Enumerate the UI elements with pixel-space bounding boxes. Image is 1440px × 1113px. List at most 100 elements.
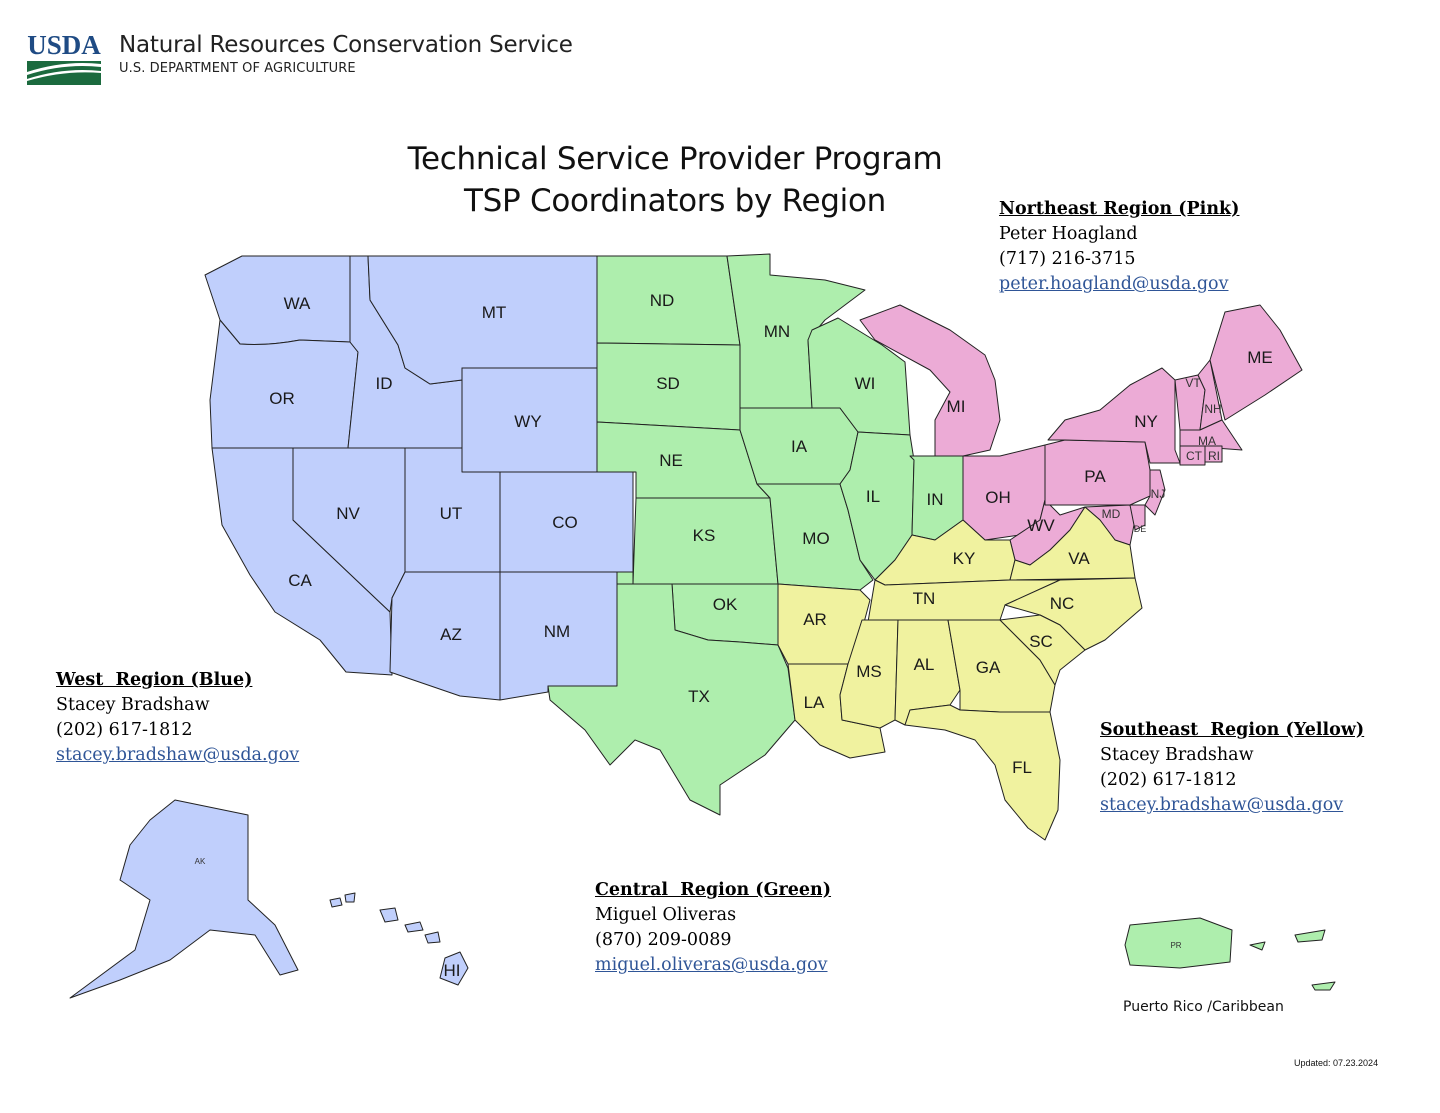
map-title: Technical Service Provider Program TSP C… [380, 138, 970, 222]
label-nv: NV [336, 504, 360, 523]
state-mn[interactable] [726, 253, 866, 409]
label-id: ID [376, 374, 393, 393]
central-region [547, 253, 1336, 991]
label-nm: NM [544, 622, 570, 641]
southeast-email-link[interactable]: stacey.bradshaw@usda.gov [1100, 795, 1344, 815]
label-ks: KS [693, 526, 716, 545]
west-contact-name: Stacey Bradshaw [56, 695, 210, 715]
header: USDA Natural Resources Conservation Serv… [26, 30, 573, 86]
label-wv: WV [1027, 516, 1055, 535]
label-az: AZ [440, 625, 462, 644]
updated-date: Updated: 07.23.2024 [1294, 1058, 1379, 1068]
southeast-phone: (202) 617-1812 [1100, 770, 1237, 790]
label-vt: VT [1185, 376, 1201, 390]
central-contact-name: Miguel Oliveras [595, 905, 737, 925]
label-ny: NY [1134, 412, 1158, 431]
label-ar: AR [803, 610, 827, 629]
northeast-contact-name: Peter Hoagland [999, 224, 1138, 244]
state-nj[interactable] [1144, 469, 1166, 516]
state-sc[interactable] [999, 614, 1086, 686]
label-ca: CA [288, 571, 312, 590]
label-pa: PA [1084, 467, 1106, 486]
state-ri[interactable] [1204, 445, 1223, 463]
label-mo: MO [802, 529, 829, 548]
label-ms: MS [856, 662, 882, 681]
state-ny[interactable] [1047, 367, 1181, 464]
label-mn: MN [764, 322, 790, 341]
label-wi: WI [855, 374, 876, 393]
west-region [69, 255, 634, 999]
label-ak: AK [195, 857, 206, 866]
state-pr[interactable] [1124, 917, 1233, 969]
agency-name: Natural Resources Conservation Service [119, 32, 573, 58]
label-ut: UT [440, 504, 463, 523]
label-ri: RI [1208, 449, 1220, 463]
southeast-region-name: Southeast Region (Yellow) [1100, 720, 1365, 740]
title-line-1: Technical Service Provider Program [407, 141, 943, 177]
northeast-region-name: Northeast Region (Pink) [999, 199, 1240, 219]
label-va: VA [1068, 549, 1090, 568]
label-in: IN [927, 490, 944, 509]
puerto-rico-caption: Puerto Rico /Caribbean [1123, 999, 1284, 1015]
label-co: CO [552, 513, 578, 532]
label-pr: PR [1170, 941, 1181, 950]
southeast-contact: Southeast Region (Yellow) Stacey Bradsha… [1100, 718, 1364, 818]
label-la: LA [804, 693, 825, 712]
label-ma: MA [1198, 434, 1216, 448]
state-tx[interactable] [547, 583, 796, 816]
label-sd: SD [656, 374, 680, 393]
state-hi[interactable] [439, 951, 469, 986]
label-nj: NJ [1151, 487, 1166, 501]
label-ga: GA [976, 658, 1001, 677]
label-de: DE [1134, 524, 1147, 534]
label-ne: NE [659, 451, 683, 470]
usda-logo: USDA [27, 30, 101, 85]
southeast-contact-name: Stacey Bradshaw [1100, 745, 1254, 765]
label-ok: OK [713, 595, 738, 614]
central-phone: (870) 209-0089 [595, 930, 732, 950]
agency-department: U.S. DEPARTMENT OF AGRICULTURE [119, 61, 356, 76]
southeast-region [777, 506, 1143, 841]
state-de[interactable] [1129, 504, 1146, 531]
state-hi-islands[interactable] [329, 892, 441, 944]
label-oh: OH [985, 488, 1011, 507]
state-pr-islands[interactable] [1249, 929, 1336, 991]
label-ia: IA [791, 437, 808, 456]
label-ct: CT [1186, 449, 1203, 463]
label-il: IL [866, 487, 880, 506]
title-line-2: TSP Coordinators by Region [464, 183, 886, 219]
label-or: OR [269, 389, 295, 408]
central-contact: Central Region (Green) Miguel Oliveras (… [595, 878, 831, 978]
label-fl: FL [1012, 758, 1032, 777]
west-email-link[interactable]: stacey.bradshaw@usda.gov [56, 745, 300, 765]
central-region-name: Central Region (Green) [595, 880, 832, 900]
label-wa: WA [284, 294, 311, 313]
label-tn: TN [913, 589, 936, 608]
northeast-email-link[interactable]: peter.hoagland@usda.gov [999, 274, 1229, 294]
label-nh: NH [1204, 402, 1221, 416]
label-tx: TX [688, 687, 710, 706]
northeast-contact: Northeast Region (Pink) Peter Hoagland (… [999, 197, 1239, 297]
state-fl[interactable] [904, 704, 1061, 841]
svg-text:USDA: USDA [27, 30, 101, 60]
state-ct[interactable] [1179, 445, 1206, 466]
label-mt: MT [482, 303, 507, 322]
label-wy: WY [514, 412, 541, 431]
label-hi: HI [444, 961, 461, 980]
state-mi[interactable] [859, 304, 1001, 457]
state-me[interactable] [1209, 304, 1303, 421]
west-region-name: West Region (Blue) [56, 670, 253, 690]
label-nd: ND [650, 291, 675, 310]
label-nc: NC [1050, 594, 1075, 613]
label-al: AL [914, 655, 935, 674]
label-mi: MI [947, 397, 966, 416]
label-sc: SC [1029, 632, 1053, 651]
northeast-phone: (717) 216-3715 [999, 249, 1136, 269]
label-md: MD [1102, 507, 1121, 521]
state-ak[interactable] [69, 799, 299, 999]
northeast-region [859, 304, 1303, 566]
central-email-link[interactable]: miguel.oliveras@usda.gov [595, 955, 828, 975]
west-contact: West Region (Blue) Stacey Bradshaw (202)… [56, 668, 299, 768]
label-me: ME [1247, 348, 1273, 367]
